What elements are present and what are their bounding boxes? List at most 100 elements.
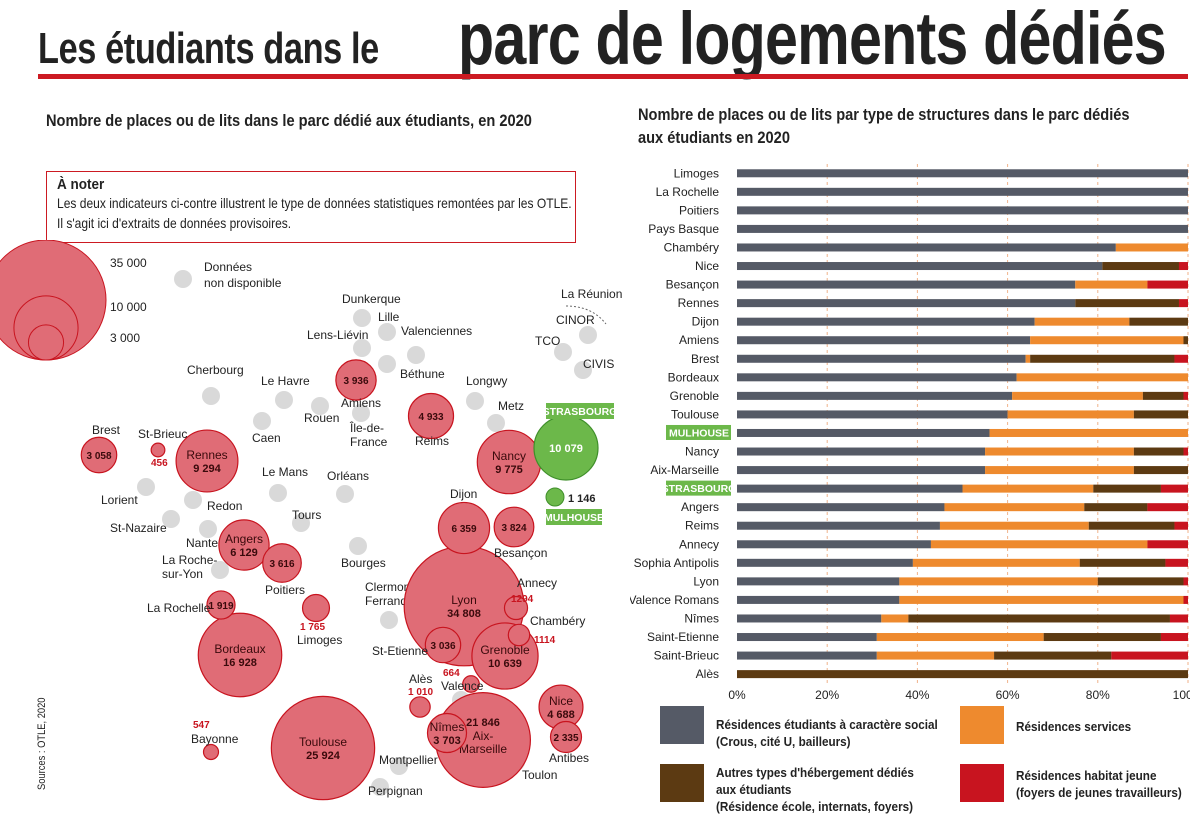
- bar-strasbourg-residences-etudiants: [737, 484, 963, 493]
- bar-aix-marseille-autres-types-d-heber: [1133, 466, 1188, 475]
- category-label-pays-basque: Pays Basque: [648, 222, 719, 236]
- no-data-legend-label: non disponible: [204, 276, 282, 290]
- category-label-rennes: Rennes: [678, 296, 719, 310]
- bar-brest-autres-types-d-heber: [1030, 354, 1175, 363]
- bubble-bordeaux: [197, 612, 283, 698]
- bar-mulhouse-residences-services: [989, 428, 1188, 437]
- bubble-dijon: [437, 501, 491, 555]
- city-label-rouen: Rouen: [304, 411, 339, 425]
- no-data-dot-rouen: [311, 397, 329, 415]
- bubble-label-lyon: Lyon: [451, 593, 477, 607]
- legend-other-line2: aux étudiants: [716, 782, 792, 797]
- no-data-dot-le-havre: [275, 391, 293, 409]
- legend-youth-line1: Résidences habitat jeune: [1016, 768, 1157, 783]
- chart-legend: Résidences étudiants à caractère social …: [660, 706, 1200, 826]
- no-data-dot-perpignan: [371, 778, 389, 796]
- category-label-mulhouse: MULHOUSE: [669, 427, 729, 439]
- bar-annecy-residences-services: [930, 540, 1148, 549]
- bar-brest-residences-habitat-j: [1174, 354, 1188, 363]
- bar-dijon-residences-etudiants: [737, 317, 1035, 326]
- bar-sophia-antipolis-autres-types-d-heber: [1079, 558, 1166, 567]
- bubble-value-angers: 6 129: [230, 547, 258, 559]
- bar-sophia-antipolis-residences-etudiants: [737, 558, 913, 567]
- bubble-annecy: [503, 595, 529, 621]
- city-label-ile-de-france: France: [350, 435, 388, 449]
- bar-besancon-residences-etudiants: [737, 280, 1076, 289]
- bar-bordeaux-residences-etudiants: [737, 373, 1017, 382]
- city-label-valence: Valence: [441, 679, 484, 693]
- no-data-dot-bethune: [378, 355, 396, 373]
- bubble-toulouse: [270, 695, 376, 801]
- bar-reims-residences-habitat-j: [1174, 521, 1188, 530]
- no-data-dot-caen: [253, 412, 271, 430]
- bubble-value-poitiers: 3 616: [269, 559, 294, 570]
- bubble-value-dijon: 6 359: [451, 524, 476, 535]
- no-data-dot-dunkerque: [353, 309, 371, 327]
- bubble-value-brest: 3 058: [86, 451, 111, 462]
- bar-angers-residences-habitat-j: [1147, 503, 1188, 512]
- bubble-label-nancy: Nancy: [492, 449, 526, 463]
- city-label-la-reunion: La Réunion: [561, 287, 622, 301]
- bubble-map: 35 000 10 000 3 000 Données non disponible Du…: [0, 240, 622, 801]
- no-data-dot-civis: [574, 361, 592, 379]
- bubble-bayonne: [202, 743, 220, 761]
- category-label-dijon: Dijon: [692, 315, 719, 329]
- bubble-valence: [462, 675, 480, 693]
- bubble-nimes: [426, 712, 468, 754]
- bar-saint-etienne-autres-types-d-heber: [1043, 633, 1161, 642]
- city-label-besancon: Besançon: [494, 546, 547, 560]
- city-label-brest: Brest: [92, 423, 121, 437]
- note-heading: À noter: [57, 176, 105, 193]
- no-data-dot-longwy: [466, 392, 484, 410]
- bar-strasbourg-autres-types-d-heber: [1093, 484, 1161, 493]
- city-label-bourges: Bourges: [341, 556, 386, 570]
- city-label-bayonne: Bayonne: [191, 732, 239, 746]
- bubble-la-rochelle: [206, 590, 236, 620]
- bubble-mulhouse: [545, 487, 565, 507]
- city-label-toulon: Toulon: [522, 768, 557, 782]
- no-data-dot-metz: [487, 414, 505, 432]
- bubble-reims: [407, 392, 455, 440]
- bar-chambery-residences-etudiants: [737, 243, 1116, 252]
- city-label-la-roche-sur-yon: La Roche-: [162, 553, 217, 567]
- bar-reims-residences-etudiants: [737, 521, 940, 530]
- bubble-st-brieuc: [150, 442, 166, 458]
- city-label-cherbourg: Cherbourg: [187, 363, 244, 377]
- title-rule: [38, 74, 1188, 79]
- size-legend-label: 10 000: [110, 300, 147, 314]
- bubble-label-nice: Nice: [549, 694, 573, 708]
- bar-amiens-residences-etudiants: [737, 336, 1031, 345]
- category-label-aix-marseille: Aix-Marseille: [650, 463, 719, 477]
- bubble-value-aix-marseille: 21 846: [466, 717, 500, 729]
- category-label-grenoble: Grenoble: [670, 389, 720, 403]
- size-legend-label: 35 000: [110, 256, 147, 270]
- bar-ales-autres-types-d-heber: [737, 670, 1188, 679]
- source-note: Sources : OTLE, 2020: [36, 697, 48, 790]
- city-label-st-etienne: St-Etienne: [372, 644, 428, 658]
- bubble-poitiers: [262, 543, 302, 583]
- category-label-lyon: Lyon: [693, 574, 719, 588]
- city-label-valenciennes: Valenciennes: [401, 324, 472, 338]
- bubble-value-valence: 664: [443, 668, 460, 679]
- map-subtitle: Nombre de places ou de lits dans le parc…: [46, 111, 532, 130]
- bubble-value-amiens: 3 936: [343, 376, 368, 387]
- bar-nice-residences-habitat-j: [1178, 262, 1188, 271]
- size-legend: 35 000 10 000 3 000: [0, 240, 147, 361]
- legend-youth-line2: (foyers de jeunes travailleurs): [1016, 785, 1182, 800]
- bar-pays-basque-residences-etudiants: [737, 224, 1188, 233]
- no-data-dot-ile-de-france: [352, 404, 370, 422]
- bar-limoges-residences-etudiants: [737, 169, 1188, 178]
- bubble-label-grenoble: Grenoble: [480, 643, 530, 657]
- bubble-besancon: [493, 506, 535, 548]
- category-label-saint-etienne: Saint-Etienne: [647, 630, 719, 644]
- city-label-ales: Alès: [409, 672, 432, 686]
- x-tick-label: 0%: [728, 688, 746, 702]
- bubble-value-mulhouse: 1 146: [568, 493, 596, 505]
- no-data-dot-st-nazaire: [162, 510, 180, 528]
- no-data-dot-montpellier: [390, 757, 408, 775]
- city-label-tco: TCO: [535, 334, 560, 348]
- la-reunion-connector: [565, 305, 607, 325]
- no-data-legend-dot: [174, 270, 192, 288]
- no-data-dot-cinor: [579, 326, 597, 344]
- bubble-antibes: [549, 720, 583, 754]
